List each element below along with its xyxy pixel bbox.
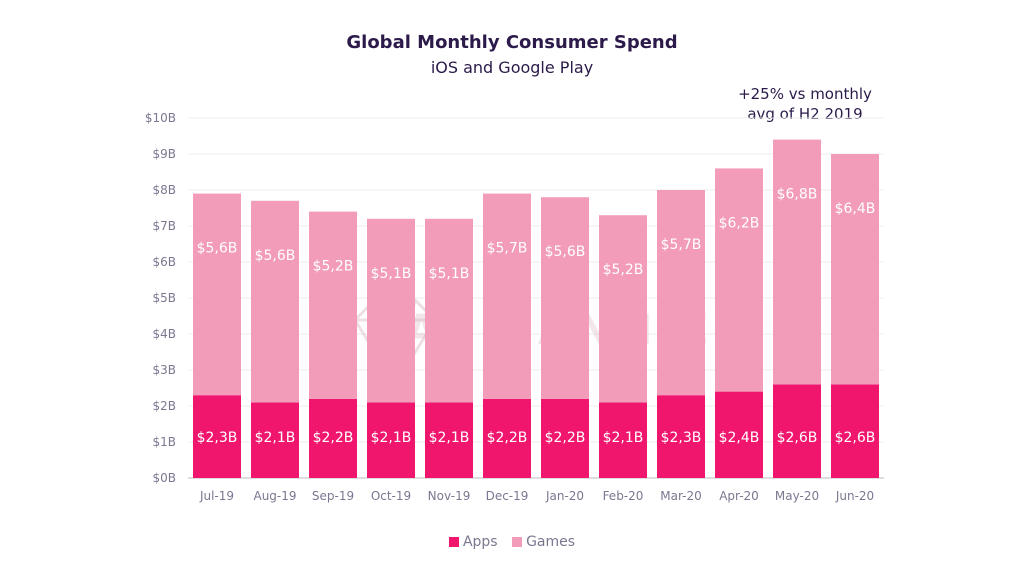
chart-title: Global Monthly Consumer Spend (346, 32, 678, 53)
y-tick-label: $1B (152, 435, 176, 449)
bar-games (425, 218, 473, 403)
bar-games (309, 211, 357, 399)
x-tick-label: Sep-19 (312, 489, 354, 503)
bar-games (599, 215, 647, 403)
data-label-games: $5,2B (313, 259, 354, 275)
data-label-apps: $2,6B (777, 430, 818, 446)
bar-games (715, 168, 763, 392)
data-label-games: $5,7B (487, 241, 528, 257)
data-label-apps: $2,1B (603, 430, 644, 446)
bar-apps (715, 391, 763, 478)
data-label-games: $6,2B (719, 215, 760, 231)
data-label-games: $5,6B (197, 241, 238, 257)
data-label-apps: $2,2B (487, 430, 528, 446)
chart-subtitle: iOS and Google Play (430, 58, 594, 77)
legend-item-apps[interactable]: Apps (448, 534, 498, 550)
legend-label-apps: Apps (462, 534, 498, 550)
y-tick-label: $4B (152, 327, 176, 341)
data-label-apps: $2,2B (313, 430, 354, 446)
legend-swatch-apps (448, 537, 459, 547)
legend-swatch-games (512, 537, 523, 547)
bar-apps (251, 402, 299, 478)
legend-label-games: Games (526, 534, 576, 550)
bar-apps (425, 402, 473, 478)
bar-apps (309, 398, 357, 478)
data-label-apps: $2,3B (661, 430, 702, 446)
x-tick-label: May-20 (775, 489, 819, 503)
x-tick-label: Jun-20 (835, 489, 874, 503)
y-tick-label: $5B (152, 291, 176, 305)
data-label-games: $6,4B (835, 201, 876, 217)
x-tick-label: Feb-20 (603, 489, 644, 503)
data-label-games: $5,6B (545, 244, 586, 260)
y-tick-label: $2B (152, 399, 176, 413)
y-tick-label: $3B (152, 363, 176, 377)
bar-apps (193, 395, 241, 478)
bar-apps (657, 395, 705, 478)
x-tick-label: Jul-19 (199, 489, 234, 503)
bar-apps (483, 398, 531, 478)
data-label-apps: $2,1B (429, 430, 470, 446)
y-tick-label: $6B (152, 255, 176, 269)
bar-games (773, 139, 821, 385)
data-label-apps: $2,6B (835, 430, 876, 446)
bar-games (193, 193, 241, 396)
bar-games (483, 193, 531, 399)
bar-apps (831, 384, 879, 478)
x-tick-label: Aug-19 (253, 489, 296, 503)
bar-apps (773, 384, 821, 478)
x-tick-label: Oct-19 (371, 489, 411, 503)
bar-apps (599, 402, 647, 478)
bar-games (831, 154, 879, 385)
x-tick-label: Dec-19 (486, 489, 529, 503)
bar-apps (367, 402, 415, 478)
data-label-apps: $2,3B (197, 430, 238, 446)
x-tick-label: Apr-20 (719, 489, 759, 503)
x-tick-label: Mar-20 (660, 489, 701, 503)
y-tick-label: $9B (152, 147, 176, 161)
data-label-apps: $2,4B (719, 430, 760, 446)
data-label-apps: $2,2B (545, 430, 586, 446)
data-label-games: $6,8B (777, 187, 818, 203)
y-tick-label: $8B (152, 183, 176, 197)
bar-games (657, 190, 705, 396)
y-tick-label: $7B (152, 219, 176, 233)
data-label-apps: $2,1B (371, 430, 412, 446)
y-tick-label: $10B (145, 111, 176, 125)
data-label-games: $5,7B (661, 237, 702, 253)
bar-games (367, 218, 415, 403)
legend: Apps Games (0, 534, 1024, 551)
data-label-games: $5,6B (255, 248, 296, 264)
data-label-games: $5,1B (429, 266, 470, 282)
legend-item-games[interactable]: Games (512, 534, 575, 550)
y-tick-label: $0B (152, 471, 176, 485)
x-tick-label: Nov-19 (428, 489, 471, 503)
x-tick-label: Jan-20 (545, 489, 584, 503)
data-label-apps: $2,1B (255, 430, 296, 446)
bar-games (541, 197, 589, 399)
data-label-games: $5,2B (603, 262, 644, 278)
data-label-games: $5,1B (371, 266, 412, 282)
bar-games (251, 200, 299, 403)
bar-apps (541, 398, 589, 478)
